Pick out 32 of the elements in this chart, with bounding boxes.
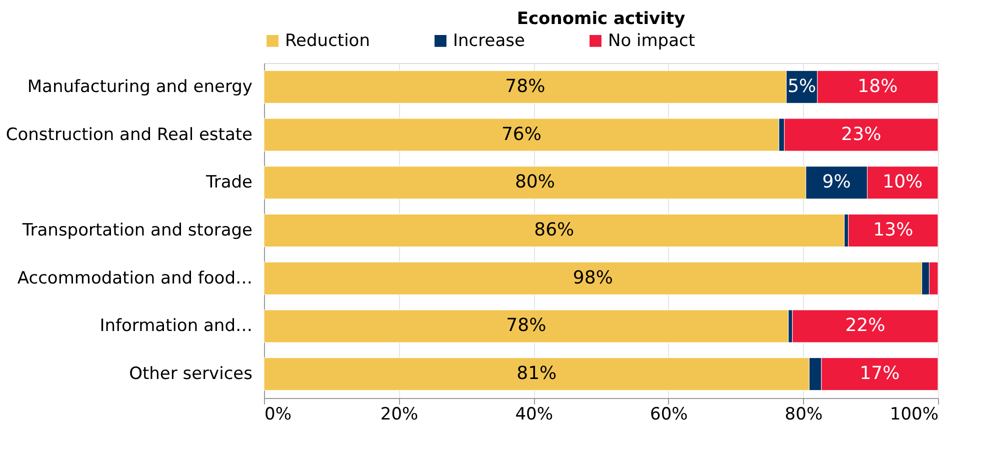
- y-tick-label: Construction and Real estate: [6, 124, 252, 145]
- chart-title: Economic activity: [516, 9, 686, 29]
- x-tick-label: 80%: [784, 404, 823, 424]
- x-tick-label: 100%: [890, 404, 938, 424]
- data-label: 23%: [841, 124, 882, 145]
- data-label: 78%: [505, 76, 546, 97]
- data-label: 81%: [516, 363, 557, 384]
- data-label: 9%: [822, 172, 851, 193]
- data-label: 80%: [514, 172, 555, 193]
- data-label: 22%: [845, 315, 886, 336]
- x-tick-label: 20%: [380, 404, 418, 424]
- y-tick-label: Manufacturing and energy: [27, 76, 252, 97]
- data-label: 5%: [788, 76, 816, 97]
- legend-label: Increase: [453, 30, 525, 51]
- data-label: 13%: [873, 220, 914, 240]
- legend-label: Reduction: [285, 30, 370, 51]
- data-label: 98%: [572, 267, 613, 288]
- y-tick-label: Transportation and storage: [21, 220, 252, 240]
- y-tick-label: Trade: [204, 172, 252, 193]
- data-label: 76%: [501, 124, 542, 145]
- x-tick-label: 60%: [650, 404, 688, 424]
- y-tick-label: Accommodation and food…: [17, 268, 252, 288]
- data-label: 78%: [506, 315, 546, 336]
- data-label: 18%: [858, 76, 898, 97]
- y-tick-label: Other services: [129, 364, 253, 384]
- data-label: 17%: [860, 363, 900, 384]
- x-tick-label: 40%: [515, 404, 553, 424]
- data-label: 10%: [882, 172, 923, 193]
- x-tick-label: 0%: [264, 404, 292, 424]
- y-tick-label: Information and…: [100, 316, 252, 336]
- legend-label: No impact: [608, 30, 696, 51]
- data-label: 86%: [534, 220, 574, 240]
